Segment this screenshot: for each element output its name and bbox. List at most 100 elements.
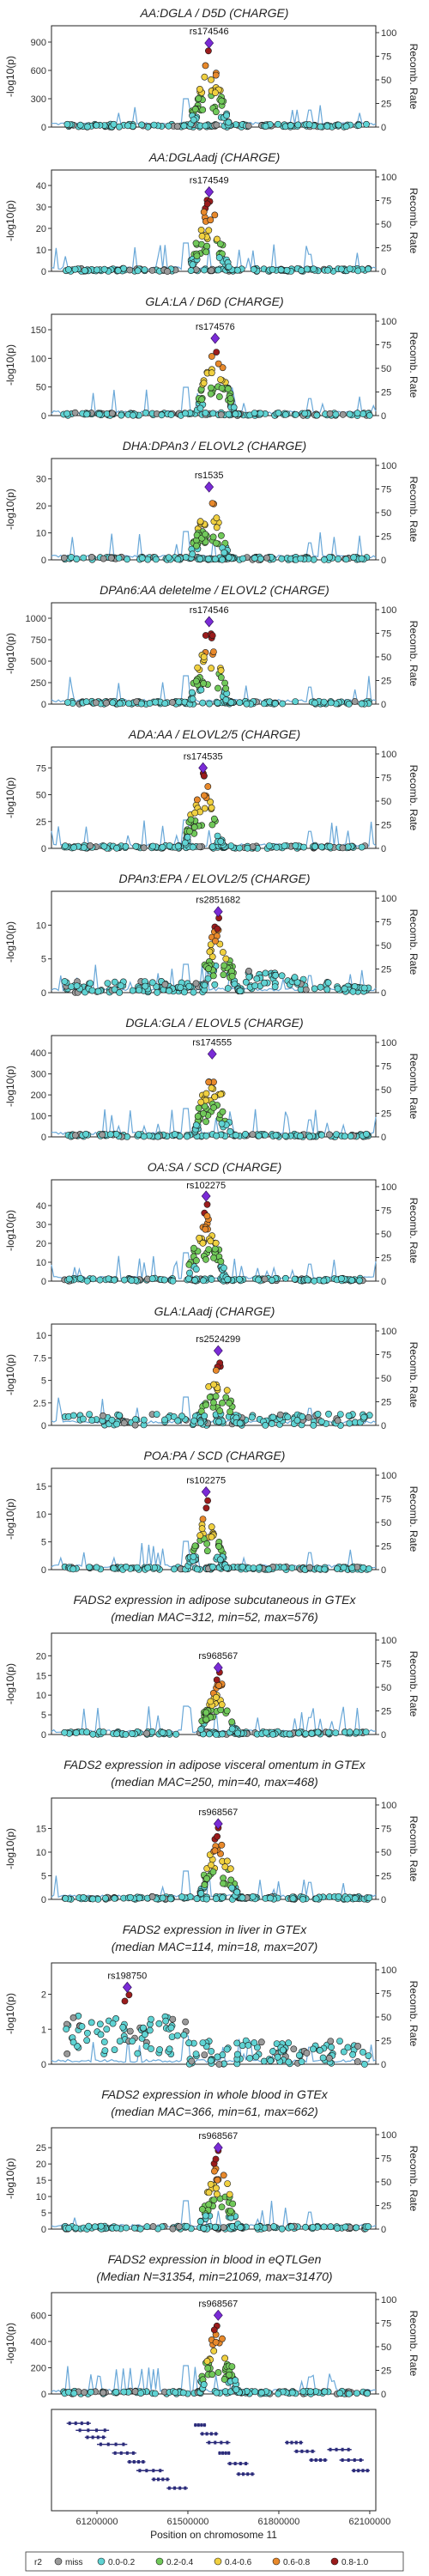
snp-point [302, 2223, 309, 2231]
snp-point [236, 1276, 243, 1283]
snp-point [227, 1876, 235, 1884]
gene-exon [290, 2440, 293, 2445]
snp-point [325, 2054, 333, 2062]
lead-snp-label: rs174535 [184, 751, 223, 762]
snp-point [365, 2052, 372, 2059]
y-tick-label: 600 [31, 2311, 46, 2321]
y-tick-label: 2.5 [33, 1399, 46, 1409]
snp-point [288, 2389, 296, 2397]
r-tick-label: 0 [381, 988, 386, 999]
snp-point [190, 988, 197, 996]
snp-point [83, 410, 91, 418]
snp-point [148, 266, 156, 274]
gene-exon [347, 2458, 350, 2462]
snp-point [107, 554, 115, 562]
gene-exon [91, 2435, 94, 2439]
snp-point [311, 699, 318, 707]
snp-point [69, 1565, 77, 1573]
lead-snp-marker [213, 1662, 223, 1674]
snp-point [125, 700, 132, 708]
snp-point [225, 410, 233, 418]
snp-point [192, 2050, 200, 2057]
snp-point [196, 1419, 204, 1426]
snp-point [215, 1418, 222, 1425]
snp-point [304, 1276, 311, 1284]
snp-point [140, 844, 148, 852]
y-axis-label: -log10(p) [4, 56, 16, 97]
y-tick-label: 15 [36, 1671, 46, 1681]
r-tick-label: 25 [381, 532, 391, 543]
snp-point [239, 555, 246, 562]
snp-point [196, 86, 203, 93]
snp-point [73, 982, 81, 989]
snp-point [192, 1257, 200, 1264]
snp-point [208, 267, 215, 274]
snp-point [96, 2020, 104, 2028]
snp-point [178, 1893, 185, 1901]
y-tick-label: 75 [36, 763, 46, 774]
snp-point [212, 1367, 220, 1374]
snp-point [260, 700, 268, 708]
y-axis-label-right: Recomb. Rate [408, 1198, 420, 1264]
snp-point [223, 1857, 231, 1865]
snp-point [192, 1121, 200, 1129]
snp-point [64, 699, 71, 706]
snp-point [202, 62, 209, 70]
snp-point [65, 2225, 73, 2232]
gene-exon [214, 2440, 217, 2445]
snp-point [115, 123, 123, 131]
r-tick-label: 0 [381, 1277, 386, 1287]
y-tick-label: 400 [31, 1048, 46, 1059]
snp-point [200, 380, 208, 387]
gene-exon [341, 2458, 344, 2462]
snp-point [185, 2039, 192, 2047]
snp-point [276, 1411, 284, 1419]
y-tick-label: 0 [41, 2225, 46, 2235]
snp-point [249, 1893, 257, 1900]
snp-point [94, 987, 102, 995]
legend-label: 0.6-0.8 [283, 2558, 311, 2567]
snp-point [200, 1109, 207, 1117]
lead-snp-label: rs968567 [198, 2299, 238, 2309]
snp-point [227, 1865, 234, 1873]
snp-point [343, 1895, 351, 1903]
snp-point [88, 2388, 94, 2396]
snp-point [280, 1564, 287, 1571]
y-tick-label: 30 [36, 475, 46, 485]
snp-point [310, 265, 317, 273]
snp-point [269, 265, 276, 273]
snp-point [169, 2015, 177, 2023]
panel-12: FADS2 expression in adipose subcutaneous… [4, 1593, 420, 1741]
snp-point [168, 2033, 176, 2040]
lead-snp-label: rs198750 [107, 1971, 147, 1981]
snp-point [136, 987, 142, 993]
snp-point [302, 986, 310, 993]
snp-point [116, 1412, 123, 1419]
y-axis-label: -log10(p) [4, 2158, 16, 2199]
snp-point [317, 1418, 325, 1425]
panel-title: ADA:AA / ELOVL2/5 (CHARGE) [128, 727, 300, 741]
snp-points [61, 2147, 372, 2233]
snp-point [219, 364, 227, 372]
y-tick-label: 15 [36, 2176, 46, 2186]
panel-title: FADS2 expression in adipose visceral ome… [63, 1758, 366, 1771]
r-tick-label: 75 [381, 918, 391, 928]
snp-point [248, 1413, 256, 1421]
snp-point [68, 983, 76, 990]
snp-point [161, 1416, 168, 1424]
r-tick-label: 50 [381, 797, 391, 807]
snp-point [220, 2224, 227, 2231]
panel-subtitle: (median MAC=312, min=52, max=576) [111, 1610, 318, 1624]
snp-point [262, 123, 269, 130]
snp-point [94, 266, 100, 274]
y-tick-label: 0 [41, 2060, 46, 2070]
snp-point [202, 2212, 209, 2220]
snp-point [208, 632, 216, 639]
snp-point [174, 842, 182, 850]
snp-point [213, 1676, 221, 1684]
r-tick-label: 25 [381, 2366, 391, 2377]
snp-point [256, 1564, 263, 1571]
snp-point [154, 988, 161, 996]
snp-point [210, 2347, 218, 2354]
gene-exon [132, 2460, 136, 2464]
